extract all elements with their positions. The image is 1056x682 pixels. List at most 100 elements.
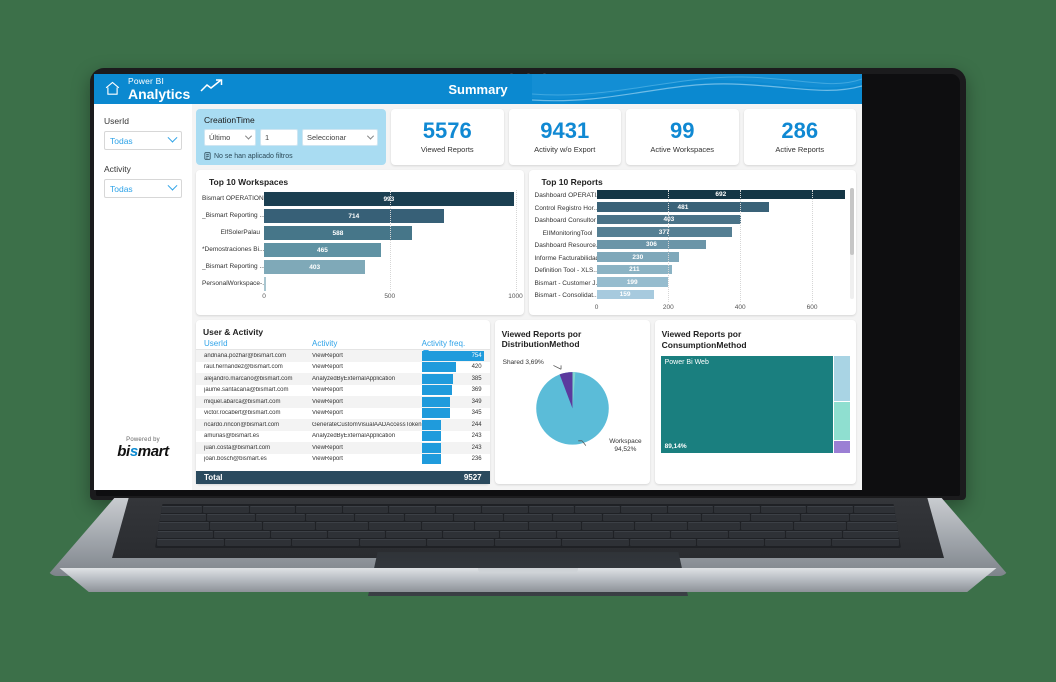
bar-track: 993 — [264, 192, 516, 206]
cell-activity: ViewReport — [312, 387, 343, 394]
filter-activity-dropdown[interactable]: Todas — [104, 179, 182, 198]
bar-row[interactable]: Dashboard OPERATI... 692 — [535, 189, 849, 202]
table-row[interactable]: jaume.santacana@bismart.com ViewReport 369 — [196, 385, 490, 397]
column-header-activity[interactable]: Activity — [312, 339, 338, 348]
treemap-node-3[interactable] — [834, 401, 850, 441]
filter-userid-label: UserId — [104, 116, 130, 126]
keyboard-key — [652, 514, 701, 522]
bar-row[interactable]: Definition Tool - XLS... 211 — [535, 264, 849, 277]
keyboard-key — [210, 522, 263, 530]
gridline — [740, 190, 742, 302]
table-row[interactable]: alejandro.marcano@bismart.com AnalyzedByE… — [196, 373, 490, 385]
column-header-activity-freq[interactable]: Activity freq. — [422, 339, 484, 354]
bar-row[interactable]: Dashboard Consultor 403 — [535, 214, 849, 227]
consumption-method-treemap-card[interactable]: Viewed Reports por ConsumptionMethod Pow… — [654, 320, 856, 484]
bar-value-label: 993 — [383, 195, 395, 203]
chart-scrollbar[interactable] — [850, 188, 854, 299]
treemap-node-2[interactable] — [834, 355, 850, 401]
bar-row[interactable]: _Bismart Reporting ... 403 — [202, 258, 516, 274]
keyboard-key — [389, 506, 435, 514]
bar-row[interactable]: ElfSolerPalau 588 — [202, 224, 516, 240]
keyboard-key — [256, 514, 305, 522]
bar-row[interactable]: Bismart OPERATIONS 993 — [202, 190, 516, 206]
top-reports-chart[interactable]: Top 10 Reports Dashboard OPERATI... 692 Co… — [528, 170, 856, 315]
bar-track: 692 — [596, 189, 849, 202]
user-activity-table-card[interactable]: User & Activity UserId Activity Activity… — [196, 320, 490, 484]
trend-chart-icon — [200, 79, 224, 98]
cell-activity-freq: 349 — [421, 396, 484, 407]
table-row[interactable]: raul.hernandez@bismart.com ViewReport 420 — [196, 362, 490, 374]
cell-activity: ViewReport — [312, 364, 343, 371]
cell-activity-freq: 244 — [421, 419, 484, 430]
bar-row[interactable]: *Demostraciones Bi... 465 — [202, 241, 516, 257]
treemap-node-4[interactable] — [834, 441, 850, 453]
keyboard-key — [482, 506, 528, 514]
bar-row[interactable]: Control Registro Hor... 481 — [535, 202, 849, 215]
bar-row[interactable]: _Bismart Reporting ... 714 — [202, 207, 516, 223]
bar-category-label: PersonalWorkspace-... — [202, 279, 264, 287]
treemap-side-nodes — [834, 355, 850, 453]
column-header-userid[interactable]: UserId — [204, 339, 228, 348]
keyboard-key — [454, 514, 503, 522]
cell-bar — [421, 362, 457, 373]
home-icon[interactable] — [104, 80, 121, 97]
bar-value-label: 588 — [332, 229, 344, 237]
creationtime-unit-select[interactable]: Seleccionar — [302, 129, 378, 146]
kpi-active-workspaces[interactable]: 99 Active Workspaces — [626, 109, 739, 165]
creationtime-period-select[interactable]: Último — [204, 129, 256, 146]
treemap-node-value: 89,14% — [664, 442, 687, 450]
bar-value-label: 403 — [309, 263, 321, 271]
bismart-logo: bismart — [94, 443, 192, 460]
bar-fill: 993 — [264, 192, 514, 206]
keyboard-key — [263, 522, 316, 530]
bar-track: 199 — [596, 277, 849, 289]
creationtime-count-input[interactable]: 1 — [260, 129, 298, 146]
kpi-label: Activity w/o Export — [534, 145, 596, 154]
keyboard-key — [671, 530, 728, 538]
kpi-activity-wo-export[interactable]: 9431 Activity w/o Export — [508, 109, 621, 165]
kpi-viewed-reports[interactable]: 5576 Viewed Reports — [391, 109, 504, 165]
cell-userid: joan.bosch@bismart.es — [204, 456, 267, 463]
table-row[interactable]: victor.rocabert@bismart.com ViewReport 345 — [196, 408, 490, 420]
bar-fill: 588 — [264, 226, 412, 240]
filter-activity-label: Activity — [104, 164, 131, 174]
kpi-active-reports[interactable]: 286 Active Reports — [743, 109, 856, 165]
keyboard-key — [224, 538, 292, 546]
bar-row[interactable]: PersonalWorkspace-... — [202, 275, 516, 291]
keyboard-key — [701, 514, 751, 522]
filter-userid-dropdown[interactable]: Todas — [104, 131, 182, 150]
bar-row[interactable]: Informe Facturabilidad 230 — [535, 252, 849, 265]
treemap-node-main[interactable]: Power Bi Web 89,14% — [660, 355, 833, 453]
cell-bar — [421, 454, 441, 465]
app-logo[interactable]: Power BI Analytics — [104, 77, 224, 101]
bar-row[interactable]: Bismart - Consolidat... 159 — [535, 289, 849, 302]
bismart-logo-a: bi — [117, 443, 130, 460]
table-row[interactable]: juan.costa@bismart.com ViewReport 243 — [196, 442, 490, 454]
cell-userid: raul.hernandez@bismart.com — [204, 364, 283, 371]
pie-chart-svg — [535, 365, 609, 446]
laptop-keyboard — [155, 504, 901, 548]
axis-tick: 500 — [384, 293, 396, 300]
treemap-title-line2: ConsumptionMethod — [661, 340, 747, 351]
bar-row[interactable]: ElIMonitoringTool 377 — [535, 227, 849, 240]
keyboard-key — [557, 530, 614, 538]
table-row[interactable]: joan.bosch@bismart.es ViewReport 236 — [196, 454, 490, 466]
header-wave-decoration — [532, 74, 862, 102]
distribution-method-pie-card[interactable]: Viewed Reports por DistributionMethod Sh… — [494, 320, 650, 484]
table-row[interactable]: amurias@bismart.es AnalyzedByExternalAppl… — [196, 431, 490, 443]
creationtime-count-value: 1 — [265, 133, 270, 142]
keyboard-key — [807, 506, 853, 514]
bar-track: 306 — [596, 239, 849, 252]
cell-activity-freq: 243 — [421, 431, 484, 442]
table-row[interactable]: ricardo.rincon@bismart.com GenerateCustom… — [196, 419, 490, 431]
powered-by-label: Powered by — [126, 437, 160, 443]
table-row[interactable]: andriana.pozhar@bismart.com ViewReport 754 — [196, 350, 490, 362]
bar-row[interactable]: Bismart - Customer J... 199 — [535, 277, 849, 290]
bar-row[interactable]: Dashboard Resource... 306 — [535, 239, 849, 252]
keyboard-row — [157, 514, 899, 522]
bar-fill: 403 — [264, 260, 366, 274]
keyboard-key — [385, 530, 442, 538]
top-workspaces-chart[interactable]: Top 10 Workspaces Bismart OPERATIONS 993 _… — [196, 170, 524, 315]
table-row[interactable]: miquel.abarca@bismart.com ViewReport 349 — [196, 396, 490, 408]
cell-userid: jaume.santacana@bismart.com — [204, 387, 289, 394]
